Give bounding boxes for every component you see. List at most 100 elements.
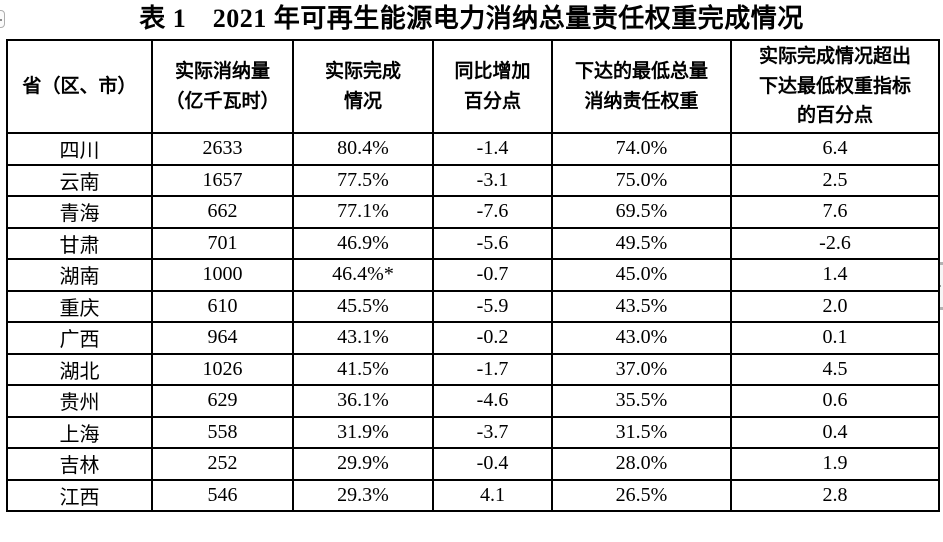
table-row: 广西 964 43.1% -0.2 43.0% 0.1 — [6, 321, 940, 355]
value-cell: 252 — [151, 447, 294, 481]
value-cell: -5.9 — [432, 289, 553, 323]
province-cell: 江西 — [6, 478, 153, 512]
value-cell: 1.9 — [730, 447, 940, 481]
header-actual-completion-label: 实际完成 情况 — [324, 61, 401, 112]
table-header: 省（区、市） 实际消纳量 （亿千瓦时） 实际完成 情况 同比增加 百分点 下达的… — [6, 39, 940, 134]
table-row: 重庆 610 45.5% -5.9 43.5% 2.0 — [6, 289, 940, 323]
value-cell: -0.7 — [432, 258, 553, 292]
value-cell: -0.4 — [432, 447, 553, 481]
header-assigned-minimum-weight: 下达的最低总量 消纳责任权重 — [551, 39, 732, 134]
province-cell: 广西 — [6, 321, 153, 355]
province-cell: 贵州 — [6, 384, 153, 418]
value-cell: 74.0% — [551, 132, 732, 166]
value-cell: -1.7 — [432, 352, 553, 386]
table-row: 贵州 629 36.1% -4.6 35.5% 0.6 — [6, 384, 940, 418]
value-cell: 629 — [151, 384, 294, 418]
value-cell: 75.0% — [551, 163, 732, 197]
province-cell: 云南 — [6, 163, 153, 197]
consumption-table: 省（区、市） 实际消纳量 （亿千瓦时） 实际完成 情况 同比增加 百分点 下达的… — [6, 39, 940, 512]
table-row: 江西 546 29.3% 4.1 26.5% 2.8 — [6, 478, 940, 512]
value-cell: 4.5 — [730, 352, 940, 386]
value-cell: 43.5% — [551, 289, 732, 323]
collapsed-control-fragment — [0, 10, 5, 28]
value-cell: 662 — [151, 195, 294, 229]
value-cell: 0.6 — [730, 384, 940, 418]
value-cell: 2633 — [151, 132, 294, 166]
value-cell: -4.6 — [432, 384, 553, 418]
value-cell: 41.5% — [292, 352, 434, 386]
header-actual-consumption: 实际消纳量 （亿千瓦时） — [151, 39, 294, 134]
header-yoy-change-label: 同比增加 百分点 — [454, 61, 531, 112]
table-row: 四川 2633 80.4% -1.4 74.0% 6.4 — [6, 132, 940, 166]
value-cell: 31.5% — [551, 415, 732, 449]
value-cell: 69.5% — [551, 195, 732, 229]
header-assigned-minimum-weight-label: 下达的最低总量 消纳责任权重 — [574, 61, 708, 112]
value-cell: 1000 — [151, 258, 294, 292]
table-row: 云南 1657 77.5% -3.1 75.0% 2.5 — [6, 163, 940, 197]
header-row: 省（区、市） 实际消纳量 （亿千瓦时） 实际完成 情况 同比增加 百分点 下达的… — [6, 39, 940, 134]
value-cell: 546 — [151, 478, 294, 512]
scrollbar-thumb-fragment[interactable] — [938, 262, 943, 310]
province-cell: 上海 — [6, 415, 153, 449]
header-yoy-change: 同比增加 百分点 — [432, 39, 553, 134]
value-cell: 1.4 — [730, 258, 940, 292]
value-cell: 2.0 — [730, 289, 940, 323]
value-cell: 49.5% — [551, 226, 732, 260]
value-cell: 43.0% — [551, 321, 732, 355]
value-cell: 964 — [151, 321, 294, 355]
table-body: 四川 2633 80.4% -1.4 74.0% 6.4 云南 1657 77.5% -3.1 75… — [6, 132, 940, 512]
value-cell: -1.4 — [432, 132, 553, 166]
value-cell: 31.9% — [292, 415, 434, 449]
header-province-label: 省（区、市） — [22, 75, 137, 97]
value-cell: 4.1 — [432, 478, 553, 512]
value-cell: 36.1% — [292, 384, 434, 418]
value-cell: 45.5% — [292, 289, 434, 323]
table-row: 青海 662 77.1% -7.6 69.5% 7.6 — [6, 195, 940, 229]
value-cell: -5.6 — [432, 226, 553, 260]
value-cell: 1026 — [151, 352, 294, 386]
value-cell: 45.0% — [551, 258, 732, 292]
value-cell: 610 — [151, 289, 294, 323]
header-excess-over-minimum: 实际完成情况超出 下达最低权重指标 的百分点 — [730, 39, 940, 134]
value-cell: 26.5% — [551, 478, 732, 512]
province-cell: 甘肃 — [6, 226, 153, 260]
table-row: 湖北 1026 41.5% -1.7 37.0% 4.5 — [6, 352, 940, 386]
value-cell: -3.1 — [432, 163, 553, 197]
value-cell: 7.6 — [730, 195, 940, 229]
value-cell: 46.4%* — [292, 258, 434, 292]
value-cell: 2.8 — [730, 478, 940, 512]
value-cell: 2.5 — [730, 163, 940, 197]
table-row: 吉林 252 29.9% -0.4 28.0% 1.9 — [6, 447, 940, 481]
value-cell: 29.9% — [292, 447, 434, 481]
table-row: 湖南 1000 46.4%* -0.7 45.0% 1.4 — [6, 258, 940, 292]
value-cell: 0.1 — [730, 321, 940, 355]
value-cell: 1657 — [151, 163, 294, 197]
value-cell: -7.6 — [432, 195, 553, 229]
value-cell: 46.9% — [292, 226, 434, 260]
value-cell: -0.2 — [432, 321, 553, 355]
province-cell: 湖南 — [6, 258, 153, 292]
value-cell: 43.1% — [292, 321, 434, 355]
province-cell: 青海 — [6, 195, 153, 229]
value-cell: -2.6 — [730, 226, 940, 260]
value-cell: 29.3% — [292, 478, 434, 512]
value-cell: 37.0% — [551, 352, 732, 386]
value-cell: -3.7 — [432, 415, 553, 449]
value-cell: 558 — [151, 415, 294, 449]
province-cell: 湖北 — [6, 352, 153, 386]
header-actual-consumption-label: 实际消纳量 （亿千瓦时） — [165, 61, 280, 112]
table-title: 表 1 2021 年可再生能源电力消纳总量责任权重完成情况 — [139, 4, 804, 33]
value-cell: 28.0% — [551, 447, 732, 481]
table-row: 上海 558 31.9% -3.7 31.5% 0.4 — [6, 415, 940, 449]
value-cell: 701 — [151, 226, 294, 260]
header-province: 省（区、市） — [6, 39, 153, 134]
value-cell: 0.4 — [730, 415, 940, 449]
table-row: 甘肃 701 46.9% -5.6 49.5% -2.6 — [6, 226, 940, 260]
value-cell: 77.1% — [292, 195, 434, 229]
province-cell: 四川 — [6, 132, 153, 166]
value-cell: 80.4% — [292, 132, 434, 166]
province-cell: 吉林 — [6, 447, 153, 481]
header-actual-completion: 实际完成 情况 — [292, 39, 434, 134]
value-cell: 35.5% — [551, 384, 732, 418]
province-cell: 重庆 — [6, 289, 153, 323]
